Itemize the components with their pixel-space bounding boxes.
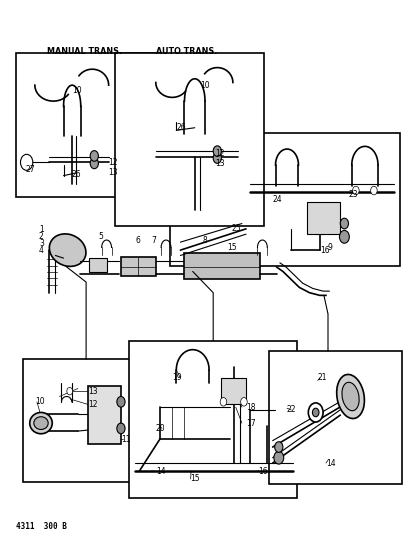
Bar	[170, 133, 399, 266]
Text: 20: 20	[155, 424, 165, 433]
Circle shape	[308, 403, 322, 422]
Text: 6: 6	[135, 236, 140, 245]
Text: 10: 10	[72, 86, 81, 95]
Circle shape	[90, 158, 98, 169]
Text: 1: 1	[39, 225, 44, 235]
Circle shape	[339, 218, 348, 229]
Circle shape	[274, 442, 282, 453]
Text: 27: 27	[25, 165, 35, 174]
Text: 16: 16	[319, 246, 328, 255]
Circle shape	[339, 230, 348, 243]
Bar	[115, 53, 264, 226]
Circle shape	[312, 408, 318, 417]
Bar	[88, 386, 121, 445]
Text: 16: 16	[258, 466, 267, 475]
Text: 4311  300 B: 4311 300 B	[16, 522, 67, 530]
Circle shape	[90, 151, 98, 161]
Text: 15: 15	[227, 243, 236, 252]
Bar	[121, 256, 155, 276]
Text: 22: 22	[286, 405, 296, 414]
Text: MANUAL TRANS.: MANUAL TRANS.	[47, 47, 122, 56]
Circle shape	[213, 146, 221, 157]
Text: 10: 10	[35, 397, 44, 406]
Bar	[268, 351, 401, 484]
Text: 15: 15	[190, 474, 200, 483]
Circle shape	[213, 153, 221, 164]
Ellipse shape	[30, 413, 52, 434]
Bar	[16, 53, 155, 197]
Text: 4: 4	[39, 246, 44, 255]
Circle shape	[352, 186, 358, 195]
Ellipse shape	[34, 417, 48, 430]
Text: 26: 26	[176, 123, 185, 132]
Ellipse shape	[336, 374, 364, 418]
Text: 21: 21	[317, 374, 326, 382]
Text: 10: 10	[200, 80, 209, 90]
Text: 23: 23	[348, 190, 357, 199]
Bar	[89, 258, 106, 272]
Circle shape	[220, 398, 226, 406]
Text: 11: 11	[121, 434, 130, 443]
Text: 25: 25	[231, 224, 240, 233]
Text: 8: 8	[202, 236, 207, 245]
Text: 2: 2	[39, 232, 44, 241]
Bar	[221, 378, 245, 405]
Ellipse shape	[49, 234, 86, 266]
Text: 17: 17	[245, 418, 255, 427]
Text: 13: 13	[215, 159, 224, 168]
Text: 13: 13	[108, 168, 118, 177]
Text: 14: 14	[325, 458, 335, 467]
Text: 19: 19	[172, 374, 181, 382]
Text: 24: 24	[272, 195, 281, 204]
Text: 5: 5	[98, 232, 103, 241]
Text: 12: 12	[108, 158, 118, 167]
Bar	[22, 359, 157, 482]
Circle shape	[117, 423, 125, 434]
Bar	[184, 253, 260, 279]
Circle shape	[67, 387, 72, 395]
Text: 26: 26	[72, 170, 81, 179]
Circle shape	[117, 397, 125, 407]
Circle shape	[240, 398, 247, 406]
Text: 12: 12	[215, 149, 224, 158]
Text: 12: 12	[88, 400, 97, 409]
Text: 18: 18	[245, 402, 255, 411]
Text: 3: 3	[39, 239, 44, 248]
Circle shape	[370, 186, 376, 195]
Text: 14: 14	[155, 466, 165, 475]
Bar	[129, 341, 297, 498]
Ellipse shape	[341, 382, 358, 411]
Bar	[307, 202, 339, 234]
Text: 13: 13	[88, 386, 97, 395]
Circle shape	[273, 451, 283, 464]
Text: AUTO TRANS.: AUTO TRANS.	[155, 47, 217, 56]
Circle shape	[20, 155, 33, 171]
Text: 7: 7	[151, 236, 156, 245]
Text: 9: 9	[327, 243, 332, 252]
